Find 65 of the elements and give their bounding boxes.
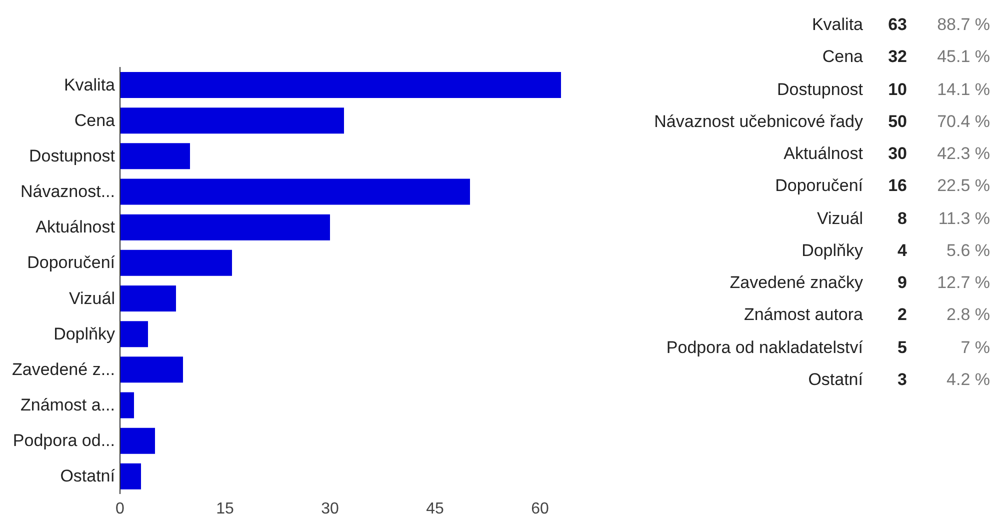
category-label: Kvalita: [812, 15, 863, 35]
data-label: 32: [888, 47, 907, 68]
data-label: 22.5 %: [937, 176, 990, 196]
y-tick-label: Návaznost...: [20, 182, 115, 202]
data-label: 30: [888, 144, 907, 164]
data-label: 8: [898, 208, 907, 229]
data-label: 11.3 %: [938, 208, 990, 229]
data-label: 63: [888, 15, 907, 35]
x-tick-label: 60: [531, 500, 549, 518]
y-tick-label: Zavedené z...: [12, 360, 115, 379]
y-tick-label: Ostatní: [60, 466, 116, 486]
y-tick-label: Známost a...: [20, 396, 115, 415]
data-label: 70.4 %: [937, 112, 990, 132]
y-tick-label: Kvalita: [64, 75, 116, 94]
data-label: 2.8 %: [946, 305, 990, 326]
bar: [120, 108, 344, 134]
bar: [120, 356, 183, 383]
y-tick-label: Doporučení: [27, 253, 116, 272]
category-label: Návaznost učebnicové řady: [654, 112, 863, 132]
data-label: 9: [898, 273, 907, 294]
bar: [120, 321, 148, 348]
category-label: Podpora od nakladatelství: [666, 338, 863, 358]
data-label: 5: [898, 338, 907, 358]
data-label: 4: [898, 240, 907, 261]
y-tick-label: Doplňky: [54, 324, 116, 344]
category-label: Dostupnost: [777, 80, 863, 100]
data-label: 14.1 %: [937, 80, 990, 100]
data-label: 7 %: [960, 338, 990, 358]
x-tick-label: 15: [216, 500, 234, 518]
bar: [120, 392, 134, 418]
bar: [120, 72, 561, 98]
data-label: 3: [898, 370, 907, 390]
data-label: 10: [888, 80, 907, 100]
bar: [120, 285, 176, 312]
y-tick-label: Vizuál: [69, 288, 115, 308]
y-tick-label: Aktuálnost: [36, 218, 116, 237]
x-tick-label: 30: [321, 500, 339, 518]
y-tick-label: Cena: [74, 110, 116, 130]
data-label: 12.7 %: [937, 273, 990, 294]
data-label: 5.6 %: [946, 240, 990, 261]
category-label: Aktuálnost: [784, 144, 863, 164]
y-tick-label: Podpora od...: [12, 431, 115, 450]
x-tick-label: 45: [426, 500, 444, 518]
y-tick-label: Dostupnost: [29, 146, 116, 166]
bar: [120, 250, 232, 276]
data-label: 50: [888, 112, 907, 132]
category-label: Zavedené značky: [730, 273, 863, 294]
bar: [120, 463, 141, 490]
data-label: 45.1 %: [937, 47, 990, 68]
x-tick-label: 0: [116, 500, 125, 518]
bar: [120, 428, 155, 454]
category-label: Známost autora: [744, 305, 863, 326]
bar: [120, 214, 330, 240]
category-label: Doporučení: [775, 176, 863, 196]
data-label: 16: [888, 176, 907, 196]
data-label: 4.2 %: [946, 370, 990, 390]
category-label: Ostatní: [808, 370, 863, 390]
category-label: Doplňky: [802, 240, 863, 261]
category-label: Vizuál: [817, 208, 863, 229]
bar: [120, 178, 470, 205]
bar: [120, 143, 190, 170]
data-label: 88.7 %: [937, 15, 990, 35]
data-label: 42.3 %: [937, 144, 990, 164]
data-label: 2: [898, 305, 907, 326]
category-label: Cena: [822, 47, 863, 68]
